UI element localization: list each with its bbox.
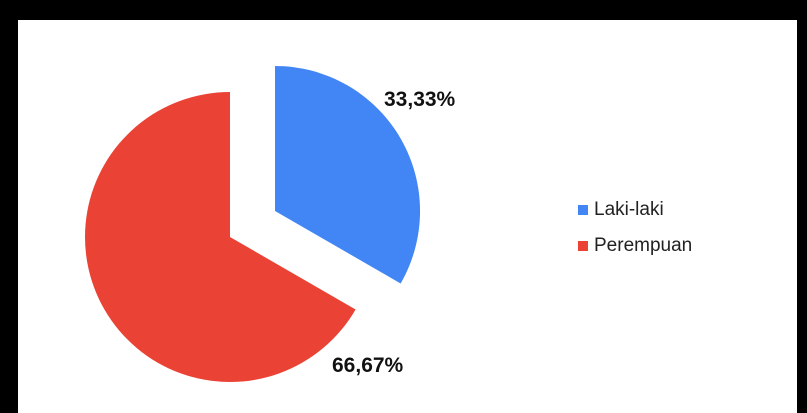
data-label-laki-laki: 33,33% [384, 88, 456, 111]
legend: Laki-laki Perempuan [578, 199, 692, 256]
legend-label-laki-laki: Laki-laki [594, 199, 664, 220]
legend-swatch-perempuan [578, 241, 588, 251]
pie-slice-perempuan [85, 92, 356, 383]
legend-swatch-laki-laki [578, 205, 588, 215]
legend-label-perempuan: Perempuan [594, 235, 692, 256]
pie-chart: 33,33% 66,67% Laki-laki Perempuan [85, 65, 692, 383]
pie-slices [85, 65, 421, 383]
data-label-perempuan: 66,67% [332, 354, 404, 377]
pie-slice-laki-laki [275, 65, 421, 284]
chart-panel: 33,33% 66,67% Laki-laki Perempuan [18, 20, 797, 413]
